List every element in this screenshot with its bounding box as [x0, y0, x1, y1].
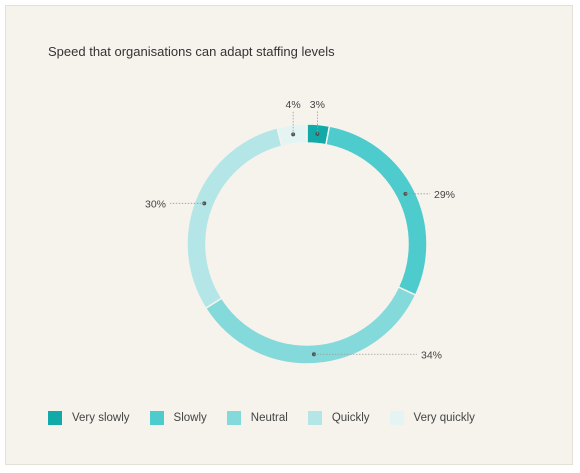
- donut-slice-neutral: [204, 286, 417, 365]
- chart-title: Speed that organisations can adapt staff…: [48, 44, 335, 59]
- data-label-neutral: 34%: [421, 349, 442, 361]
- data-labels: 3% 29% 34% 30% 4%: [145, 99, 455, 361]
- legend-label: Very quickly: [413, 412, 475, 424]
- legend: Very slowly Slowly Neutral Quickly Very …: [48, 411, 495, 425]
- donut-slice-quickly: [186, 126, 283, 310]
- legend-item-quickly: Quickly: [307, 411, 370, 425]
- data-label-very-quickly: 4%: [286, 99, 301, 111]
- label-leaders: [170, 111, 430, 357]
- legend-label: Very slowly: [72, 412, 130, 424]
- data-label-very-slowly: 3%: [310, 99, 325, 111]
- donut-slice-slowly: [325, 125, 428, 297]
- chart-card: Speed that organisations can adapt staff…: [5, 5, 573, 465]
- donut-slices: [186, 123, 428, 365]
- legend-label: Neutral: [250, 412, 288, 424]
- data-label-slowly: 29%: [434, 189, 455, 201]
- donut-chart: 3% 29% 34% 30% 4%: [145, 99, 455, 365]
- legend-swatch: [389, 411, 404, 425]
- legend-label: Quickly: [331, 412, 370, 424]
- legend-swatch: [48, 411, 62, 425]
- legend-item-very-quickly: Very quickly: [389, 411, 475, 425]
- legend-swatch: [149, 411, 164, 425]
- legend-swatch: [307, 411, 322, 425]
- legend-label: Slowly: [173, 412, 207, 424]
- legend-item-neutral: Neutral: [226, 411, 288, 425]
- data-label-quickly: 30%: [145, 198, 166, 210]
- legend-swatch: [226, 411, 241, 425]
- legend-item-very-slowly: Very slowly: [48, 411, 130, 425]
- legend-item-slowly: Slowly: [149, 411, 207, 425]
